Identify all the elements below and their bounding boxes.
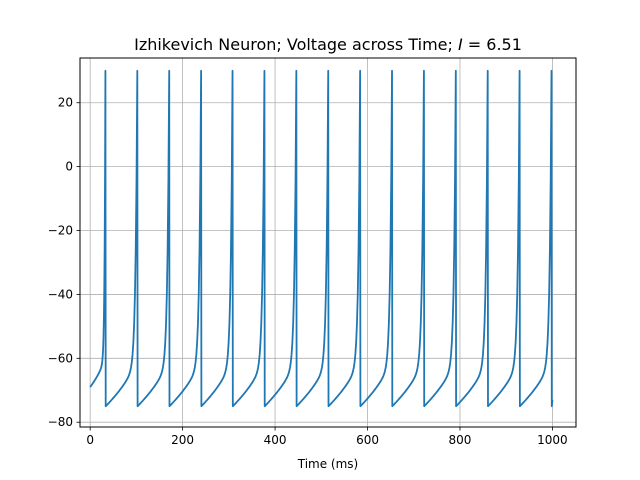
x-tick-label: 0 <box>86 433 94 447</box>
y-tick-label: −40 <box>48 287 73 301</box>
x-tick-label: 200 <box>171 433 194 447</box>
y-tick-label: −60 <box>48 351 73 365</box>
plot-frame <box>79 57 577 428</box>
chart-title: Izhikevich Neuron; Voltage across Time; … <box>134 35 522 54</box>
chart-title-value: = 6.51 <box>463 35 522 54</box>
chart-title-var: I <box>458 35 463 54</box>
y-tick-label: −80 <box>48 415 73 429</box>
chart-title-main: Izhikevich Neuron; Voltage across Time; <box>134 35 458 54</box>
y-tick-label: −20 <box>48 224 73 238</box>
series <box>89 69 554 408</box>
x-tick-label: 600 <box>356 433 379 447</box>
x-tick-label: 400 <box>264 433 287 447</box>
x-axis-label: Time (ms) <box>297 457 359 471</box>
x-tick-label: 1000 <box>537 433 568 447</box>
voltage-line <box>89 69 554 408</box>
y-tick-label: 20 <box>58 96 73 110</box>
x-tick-label: 800 <box>449 433 472 447</box>
y-tick-label: 0 <box>65 160 73 174</box>
